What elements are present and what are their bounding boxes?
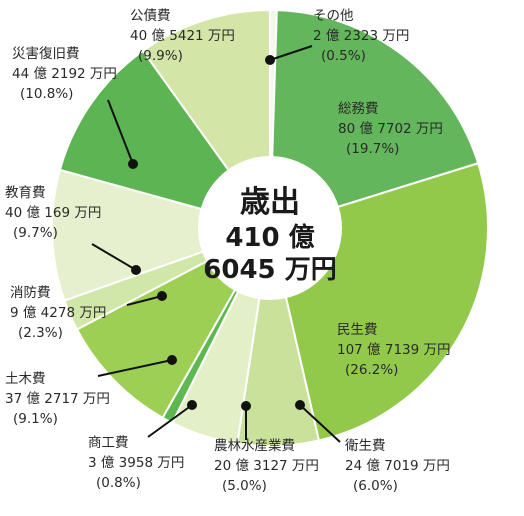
leader-line-6: [97, 359, 173, 377]
slice-name-4: 農林水産業費: [214, 438, 295, 454]
slice-name-9: 災害復旧費: [12, 45, 80, 62]
leader-dot-0: [265, 55, 275, 65]
slice-label-6: 土木費 37 億 2717 万円 (9.1%): [5, 371, 110, 427]
slice-name-2: 民生費: [337, 322, 378, 338]
slice-percent-1: (19.7%): [346, 141, 399, 157]
slice-amount-8: 40 億 169 万円: [5, 205, 101, 221]
slice-name-8: 教育費: [5, 185, 46, 201]
slice-percent-7: (2.3%): [18, 325, 63, 341]
slice-label-7: 消防費 9 億 4278 万円 (2.3%): [10, 285, 106, 341]
slice-percent-4: (5.0%): [222, 478, 267, 494]
slice-percent-9: (10.8%): [20, 86, 73, 102]
slice-label-8: 教育費 40 億 169 万円 (9.7%): [5, 185, 101, 241]
slice-label-1: 総務費 80 億 7702 万円 (19.7%): [338, 101, 443, 157]
slice-percent-0: (0.5%): [321, 48, 366, 64]
leader-dot-7: [157, 291, 167, 301]
slice-name-3: 衛生費: [345, 438, 386, 454]
slice-label-0: その他 2 億 2323 万円 (0.5%): [313, 8, 409, 64]
pie-slice-8: [51, 168, 274, 302]
slice-name-1: 総務費: [338, 101, 379, 117]
slice-percent-3: (6.0%): [353, 478, 398, 494]
center-amount-oku: 410 億: [225, 223, 314, 253]
pie-slice-1: [268, 9, 480, 230]
slice-amount-4: 20 億 3127 万円: [214, 458, 319, 474]
leader-line-8: [91, 243, 137, 271]
slice-amount-5: 3 億 3958 万円: [88, 455, 184, 471]
slice-percent-8: (9.7%): [13, 225, 58, 241]
slice-amount-2: 107 億 7139 万円: [337, 342, 451, 358]
slice-percent-5: (0.8%): [96, 475, 141, 491]
slice-label-4: 農林水産業費 20 億 3127 万円 (5.0%): [214, 438, 319, 494]
slice-amount-9: 44 億 2192 万円: [12, 66, 117, 82]
slice-name-6: 土木費: [5, 371, 46, 387]
slice-percent-10: (9.9%): [138, 48, 183, 64]
slice-name-5: 商工費: [88, 435, 129, 451]
leader-dot-4: [241, 401, 251, 411]
slice-label-2: 民生費 107 億 7139 万円 (26.2%): [337, 322, 451, 378]
slice-amount-0: 2 億 2323 万円: [313, 28, 409, 44]
slice-amount-10: 40 億 5421 万円: [130, 28, 235, 44]
slice-percent-6: (9.1%): [13, 411, 58, 427]
slice-amount-1: 80 億 7702 万円: [338, 121, 443, 137]
slice-label-5: 商工費 3 億 3958 万円 (0.8%): [88, 435, 184, 491]
donut-hole: [198, 156, 342, 300]
leader-dot-9: [128, 159, 138, 169]
leader-dot-8: [131, 265, 141, 275]
leader-line-5: [147, 404, 193, 438]
slice-label-10: 公債費 40 億 5421 万円 (9.9%): [130, 8, 235, 64]
slice-percent-2: (26.2%): [345, 362, 398, 378]
leader-line-0: [269, 45, 313, 61]
leader-line-9: [107, 99, 134, 165]
slice-amount-6: 37 億 2717 万円: [5, 391, 110, 407]
slice-name-0: その他: [313, 8, 354, 24]
leader-line-3: [299, 404, 341, 443]
leader-dot-3: [295, 400, 305, 410]
slice-label-3: 衛生費 24 億 7019 万円 (6.0%): [345, 438, 450, 494]
slice-name-7: 消防費: [10, 285, 51, 301]
leader-line-7: [126, 295, 163, 306]
slice-label-9: 災害復旧費 44 億 2192 万円 (10.8%): [12, 45, 117, 102]
slice-amount-7: 9 億 4278 万円: [10, 305, 106, 321]
center-title: 歳出: [240, 185, 300, 220]
leader-dot-6: [167, 355, 177, 365]
leader-dot-5: [187, 400, 197, 410]
center-amount-man: 6045 万円: [203, 255, 336, 285]
slice-name-10: 公債費: [130, 8, 171, 24]
slice-amount-3: 24 億 7019 万円: [345, 458, 450, 474]
